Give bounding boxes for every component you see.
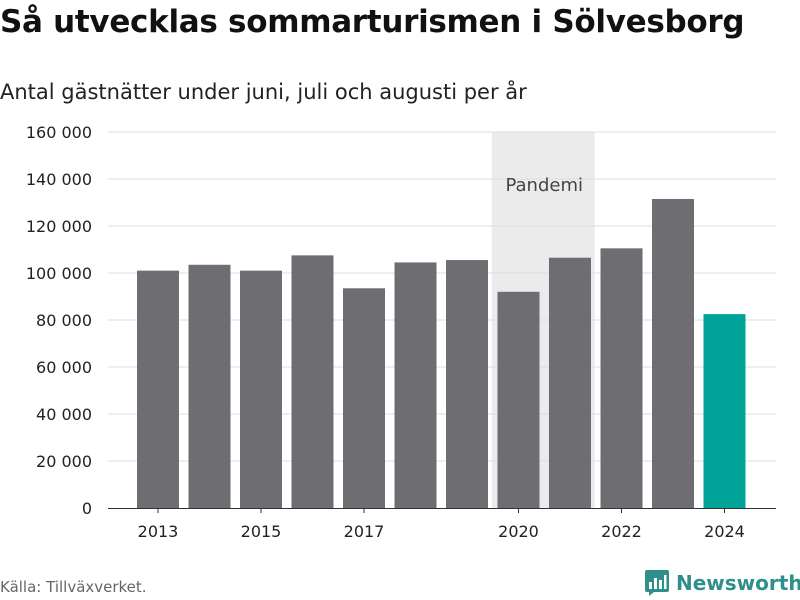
y-tick-label: 160 000	[26, 123, 92, 142]
y-tick-label: 40 000	[36, 405, 92, 424]
bar	[703, 314, 746, 508]
annotation-label: Pandemi	[505, 175, 583, 196]
y-tick-label: 140 000	[26, 170, 92, 189]
x-tick-label: 2022	[601, 522, 642, 541]
brand-name: Newsworthy	[676, 571, 800, 595]
x-tick-label: 2017	[344, 522, 385, 541]
bar	[188, 264, 231, 508]
x-tick-label: 2013	[138, 522, 179, 541]
brand-mark: Newsworthy	[644, 569, 800, 597]
y-tick-label: 120 000	[26, 217, 92, 236]
y-tick-label: 80 000	[36, 311, 92, 330]
newsworthy-logo-icon	[645, 570, 669, 596]
bar	[600, 248, 643, 508]
source-note: Källa: Tillväxverket.	[0, 578, 147, 596]
x-tick-label: 2015	[241, 522, 282, 541]
bar	[291, 255, 334, 508]
bar-chart: 0 20 000 40 000 60 000 80 000 100 000 120 000 1…	[26, 123, 776, 541]
bar	[652, 198, 694, 508]
bar	[394, 262, 437, 508]
bar	[549, 257, 591, 508]
bar	[446, 260, 488, 508]
bar	[137, 270, 179, 508]
bar	[343, 288, 385, 508]
y-tick-label: 60 000	[36, 358, 92, 377]
y-tick-label: 100 000	[26, 264, 92, 283]
x-tick-label: 2020	[498, 522, 539, 541]
chart-subtitle: Antal gästnätter under juni, juli och au…	[0, 80, 527, 104]
chart-title: Så utvecklas sommarturismen i Sölvesborg	[0, 4, 745, 40]
y-tick-label: 20 000	[36, 452, 92, 471]
bar	[240, 270, 282, 508]
x-tick-label: 2024	[704, 522, 745, 541]
bar	[497, 291, 540, 508]
y-tick-label: 0	[82, 499, 92, 518]
